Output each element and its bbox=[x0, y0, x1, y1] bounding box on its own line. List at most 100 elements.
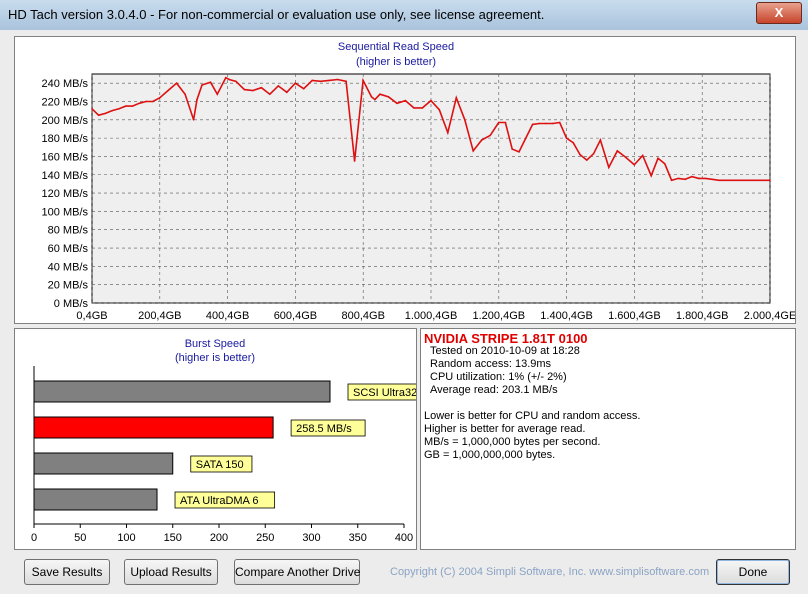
burst-bar-label: ATA UltraDMA 6 bbox=[180, 495, 258, 507]
y-tick-label: 240 MB/s bbox=[42, 78, 89, 90]
note-average: Higher is better for average read. bbox=[424, 423, 586, 435]
data-point bbox=[735, 179, 737, 182]
random-access: Random access: 13.9ms bbox=[430, 358, 552, 370]
data-point bbox=[531, 123, 534, 126]
done-button[interactable]: Done bbox=[716, 559, 790, 585]
data-point bbox=[684, 178, 686, 181]
y-tick-label: 160 MB/s bbox=[42, 151, 89, 163]
burst-label-box bbox=[347, 383, 416, 401]
data-point bbox=[216, 93, 219, 95]
burst-x-tick-label: 50 bbox=[74, 532, 86, 544]
read-chart-title: Sequential Read Speed bbox=[337, 41, 455, 53]
data-point bbox=[167, 89, 169, 92]
data-point bbox=[184, 93, 186, 95]
data-point bbox=[104, 112, 107, 115]
results-panel bbox=[420, 328, 796, 550]
burst-label-box bbox=[174, 491, 276, 509]
data-point bbox=[743, 179, 746, 182]
y-tick-label: 80 MB/s bbox=[48, 225, 89, 237]
y-tick-label: 200 MB/s bbox=[42, 115, 89, 127]
read-chart-subtitle: (higher is better) bbox=[355, 56, 437, 68]
x-tick-label: 2.000,4GE bbox=[744, 310, 795, 322]
note-gb: GB = 1,000,000,000 bytes. bbox=[424, 449, 556, 461]
data-point bbox=[545, 122, 547, 125]
data-point bbox=[413, 107, 415, 109]
x-tick-label: 800,4GB bbox=[341, 310, 384, 322]
data-point bbox=[663, 162, 666, 165]
data-point bbox=[769, 179, 771, 182]
burst-bar bbox=[33, 416, 274, 439]
data-point bbox=[353, 160, 356, 162]
burst-chart-subtitle: (higher is better) bbox=[174, 352, 256, 364]
data-point bbox=[697, 177, 700, 180]
y-tick-label: 100 MB/s bbox=[42, 206, 89, 218]
x-tick-label: 1.200,4GB bbox=[473, 310, 526, 322]
data-point bbox=[379, 93, 381, 95]
data-point bbox=[124, 105, 127, 107]
burst-bar bbox=[33, 488, 158, 511]
data-point bbox=[224, 76, 227, 79]
drive-name: NVIDIA STRIPE 1.81T 0100 bbox=[424, 331, 588, 346]
data-point bbox=[131, 105, 134, 107]
close-icon[interactable]: X bbox=[756, 2, 802, 24]
burst-x-tick-label: 400 bbox=[395, 532, 413, 544]
data-point bbox=[421, 107, 424, 109]
data-point bbox=[463, 119, 466, 121]
x-tick-label: 1.000,4GB bbox=[405, 310, 458, 322]
window-title: HD Tach version 3.0.4.0 - For non-commer… bbox=[8, 7, 545, 22]
burst-bar-label: 258.5 MB/s bbox=[296, 423, 352, 435]
data-point bbox=[518, 151, 520, 153]
data-point bbox=[345, 80, 347, 83]
data-point bbox=[504, 121, 507, 124]
data-point bbox=[374, 98, 376, 101]
average-read: Average read: 203.1 MB/s bbox=[430, 384, 558, 396]
data-point bbox=[196, 98, 198, 101]
data-point bbox=[319, 80, 322, 83]
compare-drive-button[interactable]: Compare Another Drive bbox=[234, 559, 360, 585]
y-tick-label: 60 MB/s bbox=[48, 243, 89, 255]
burst-x-tick-label: 300 bbox=[302, 532, 320, 544]
data-point bbox=[192, 119, 195, 121]
data-point bbox=[704, 177, 707, 180]
data-point bbox=[228, 78, 230, 81]
burst-x-tick-label: 100 bbox=[117, 532, 135, 544]
data-point bbox=[336, 78, 339, 81]
data-point bbox=[370, 96, 373, 98]
data-point bbox=[586, 159, 588, 161]
x-tick-label: 1.400,4GB bbox=[540, 310, 593, 322]
data-point bbox=[396, 102, 398, 105]
data-point bbox=[455, 97, 458, 99]
burst-x-tick-label: 250 bbox=[256, 532, 274, 544]
save-results-button[interactable]: Save Results bbox=[24, 559, 110, 585]
data-point bbox=[447, 131, 449, 134]
data-point bbox=[111, 109, 114, 112]
title-bar[interactable]: HD Tach version 3.0.4.0 - For non-commer… bbox=[0, 0, 808, 30]
burst-bar bbox=[33, 452, 174, 475]
read-speed-chart: 0 MB/s 20 MB/s 40 MB/s 60 MB/s 80 MB/s 100 MB… bbox=[42, 73, 795, 322]
upload-results-button[interactable]: Upload Results bbox=[124, 559, 218, 585]
data-point bbox=[624, 156, 627, 159]
data-point bbox=[524, 137, 527, 139]
burst-bar-label: SCSI Ultra320 bbox=[353, 387, 416, 399]
data-point bbox=[387, 96, 390, 98]
data-point bbox=[691, 175, 693, 178]
data-point bbox=[138, 102, 141, 105]
data-point bbox=[243, 88, 246, 91]
data-point bbox=[362, 79, 364, 82]
data-point bbox=[311, 79, 314, 82]
data-point bbox=[497, 121, 500, 124]
burst-bar-label: SATA 150 bbox=[196, 459, 244, 471]
data-point bbox=[235, 80, 237, 83]
burst-speed-chart: 0 50 100 150 200 250 300 350 400 SCSI Ultra320 258… bbox=[31, 366, 416, 544]
x-tick-label: 200,4GB bbox=[138, 310, 181, 322]
data-point bbox=[760, 179, 763, 182]
y-tick-label: 180 MB/s bbox=[42, 133, 89, 145]
burst-bar bbox=[33, 380, 331, 403]
data-point bbox=[752, 179, 754, 182]
data-point bbox=[201, 84, 203, 86]
data-point bbox=[718, 179, 720, 182]
data-point bbox=[616, 150, 619, 152]
x-tick-label: 400,4GB bbox=[206, 310, 249, 322]
y-tick-label: 140 MB/s bbox=[42, 170, 89, 182]
